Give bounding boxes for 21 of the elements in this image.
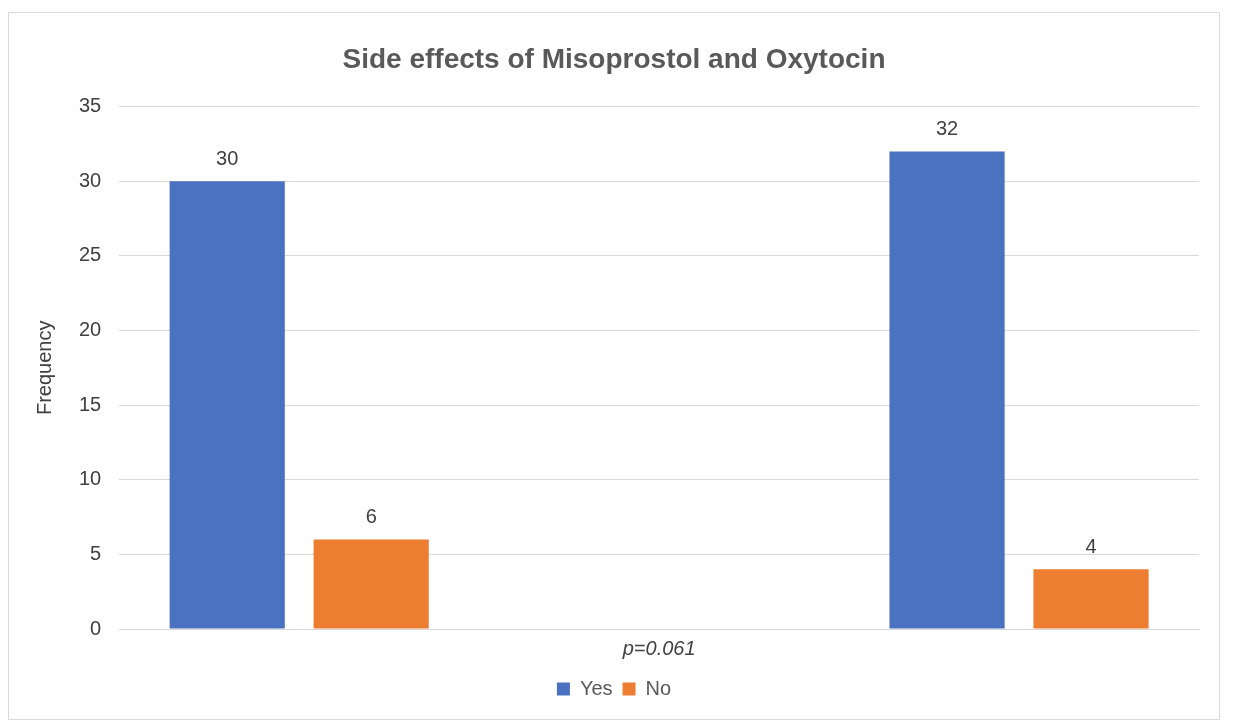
legend-label: Yes (579, 676, 613, 699)
y-axis-title: Frequency (32, 320, 55, 416)
data-label: 6 (365, 504, 377, 527)
y-tick-label: 35 (79, 94, 102, 117)
y-tick-label: 0 (90, 616, 102, 639)
y-tick-label: 30 (79, 168, 102, 191)
y-tick-label: 20 (79, 318, 102, 340)
bar (889, 151, 1005, 629)
data-label: 32 (935, 116, 959, 139)
legend-label: No (645, 676, 672, 699)
x-tick-label: p=0.061 (621, 636, 696, 659)
y-tick-label: 5 (90, 541, 102, 564)
data-label: 4 (1085, 534, 1097, 557)
chart-title: Side effects of Misoprostol and Oxytocin (342, 42, 886, 74)
y-tick-label: 25 (79, 243, 102, 266)
bar (313, 539, 429, 629)
bar (169, 181, 285, 629)
bar (1033, 569, 1149, 629)
y-tick-label: 10 (79, 467, 102, 490)
data-label: 30 (216, 146, 239, 169)
y-tick-label: 15 (79, 392, 102, 415)
